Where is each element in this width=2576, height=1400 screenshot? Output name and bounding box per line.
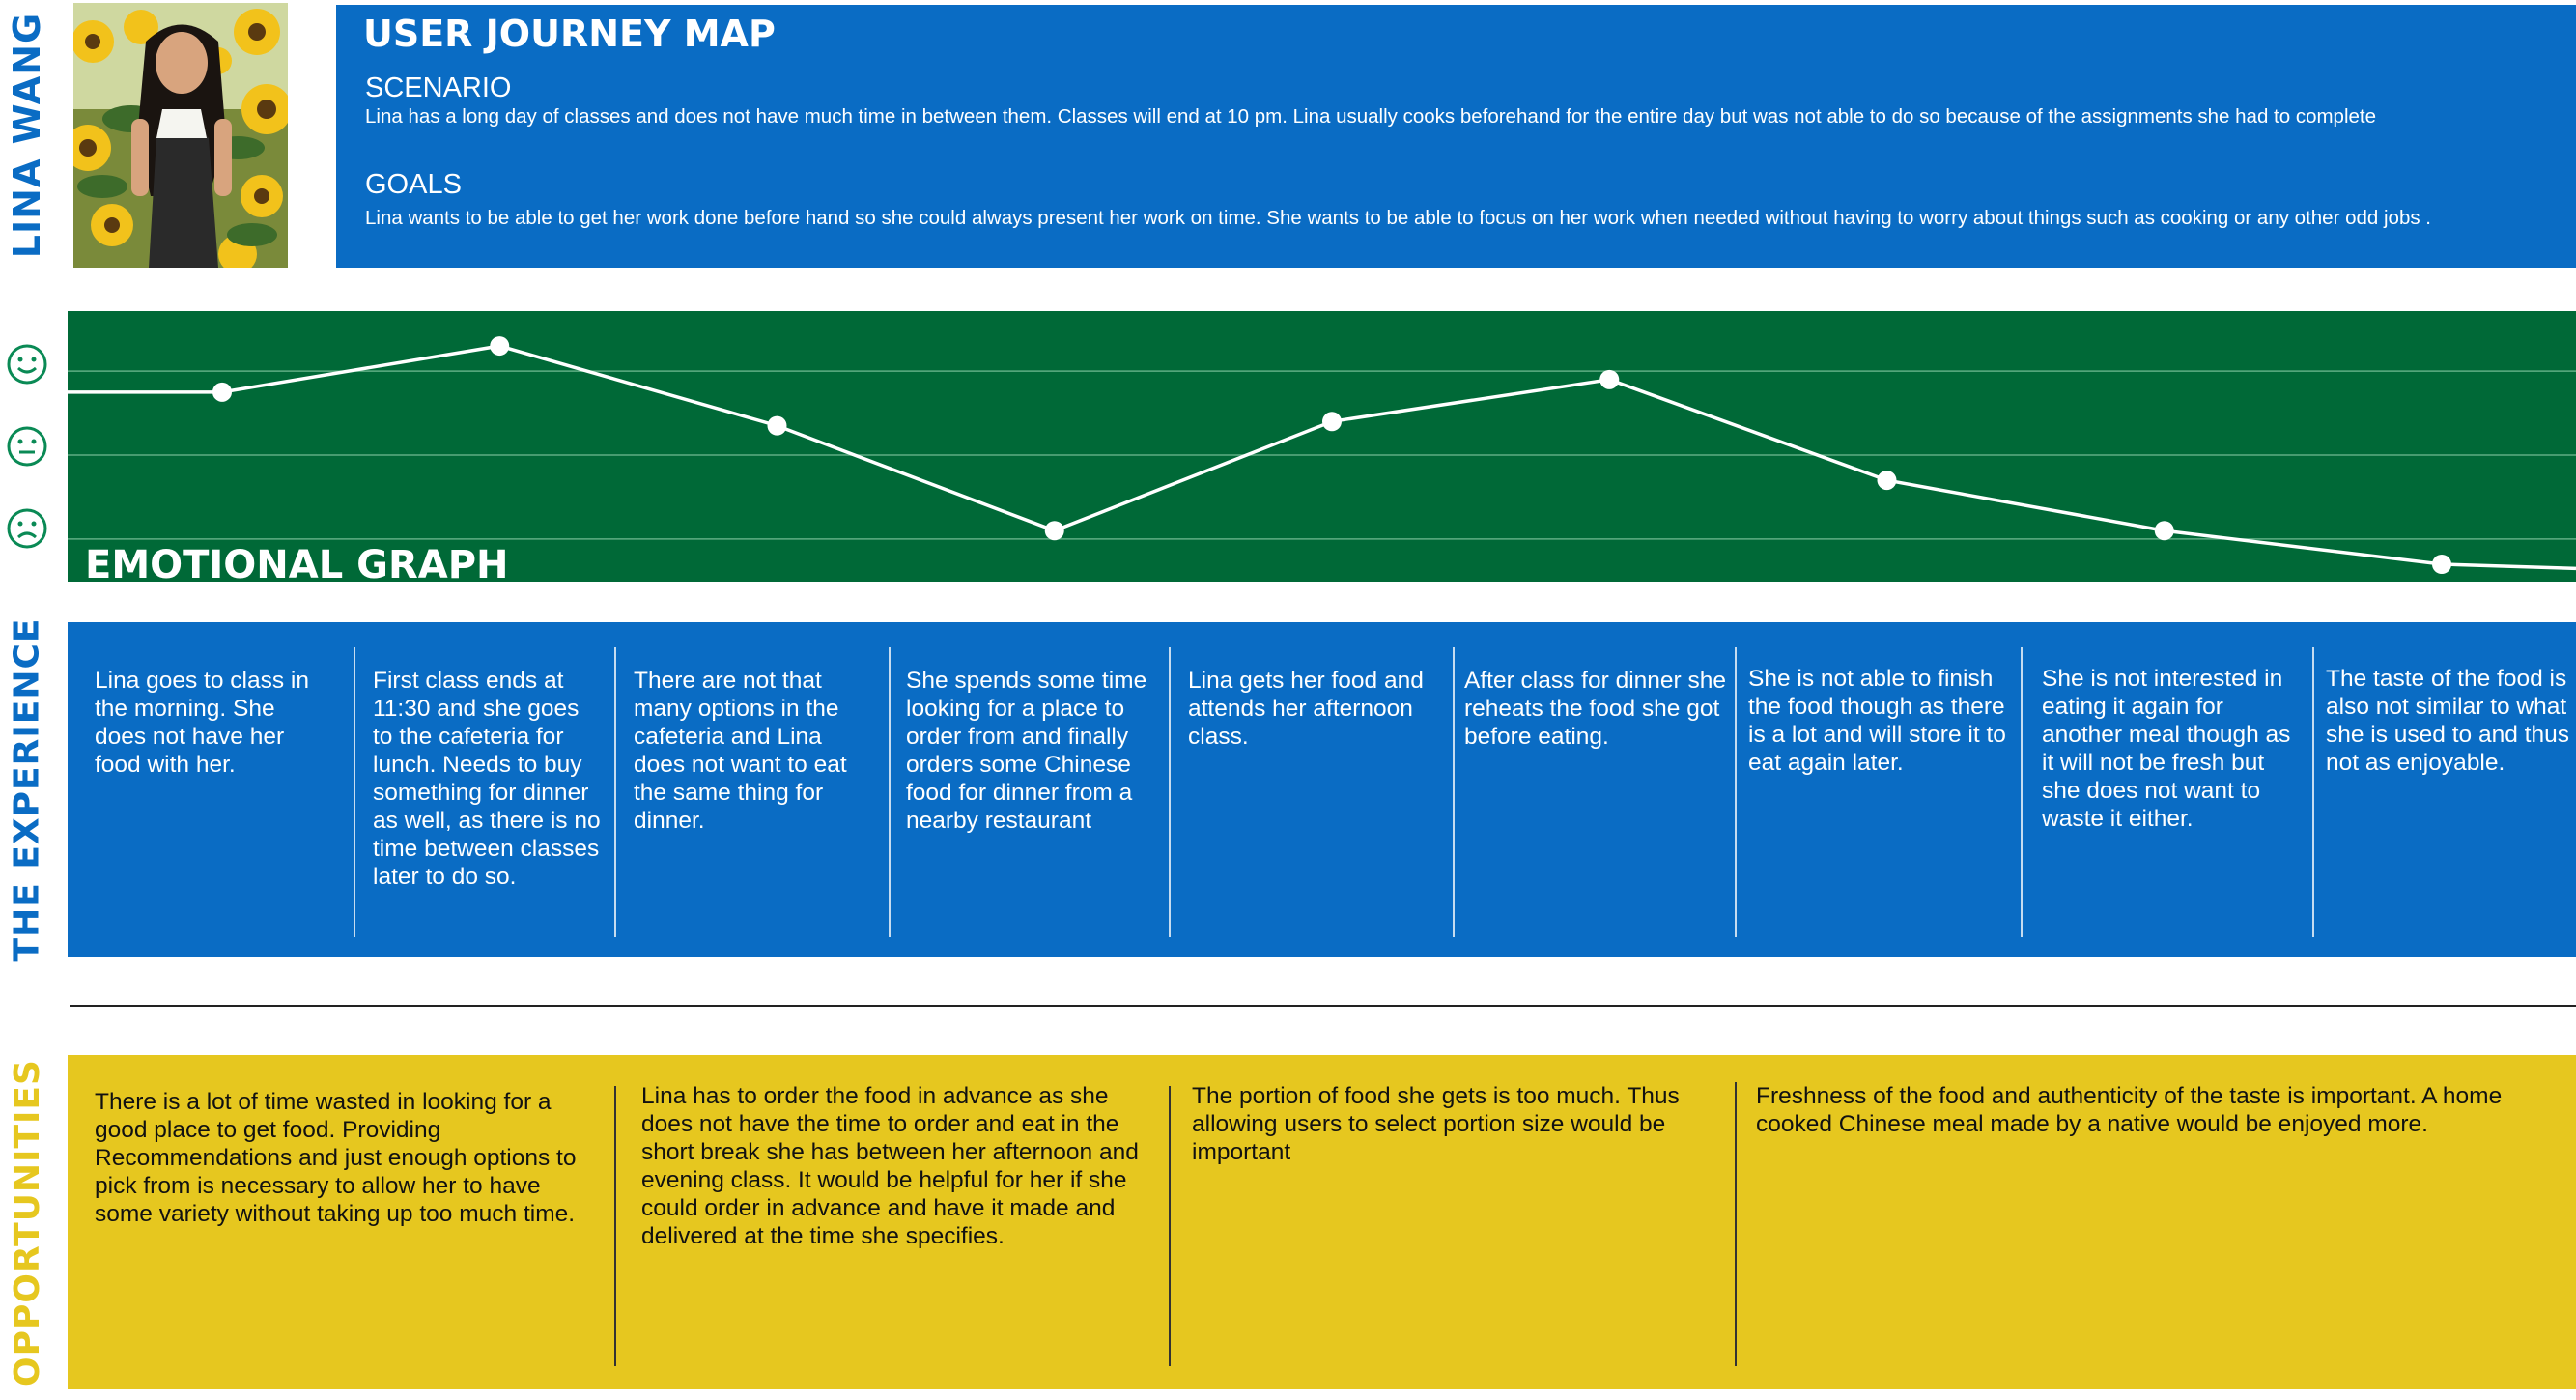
- opportunities-label: OPPORTUNITIES: [7, 1058, 47, 1386]
- emotion-point-2: [490, 336, 510, 357]
- emotion-point-1: [212, 382, 232, 402]
- section-divider: [70, 1005, 2576, 1007]
- page-title: USER JOURNEY MAP: [363, 13, 776, 55]
- experience-section: Lina goes to class in the morning. She d…: [68, 622, 2576, 957]
- emotion-point-8: [2154, 521, 2174, 541]
- neutral-face-icon: [6, 425, 48, 472]
- opportunity-1: There is a lot of time wasted in looking…: [95, 1089, 577, 1227]
- column-divider: [2312, 647, 2314, 937]
- column-divider: [614, 647, 616, 937]
- experience-step-7: She is not able to finish the food thoug…: [1748, 666, 2006, 776]
- experience-step-1: Lina goes to class in the morning. She d…: [95, 668, 309, 778]
- experience-label: THE EXPERIENCE: [7, 617, 47, 962]
- emotion-line: [68, 344, 2576, 571]
- opportunity-2: Lina has to order the food in advance as…: [641, 1083, 1139, 1249]
- emotional-graph: EMOTIONAL GRAPH: [68, 311, 2576, 587]
- scenario-heading: SCENARIO: [365, 72, 512, 103]
- column-divider: [2021, 647, 2023, 937]
- goals-text: Lina wants to be able to get her work do…: [365, 207, 2431, 229]
- opportunity-3: The portion of food she gets is too much…: [1192, 1083, 1680, 1165]
- experience-step-3: There are not that many options in the c…: [634, 668, 847, 834]
- scenario-text: Lina has a long day of classes and does …: [365, 105, 2377, 128]
- emotion-point-3: [767, 415, 787, 436]
- happy-face-icon: [6, 343, 48, 390]
- emotion-point-4: [1044, 521, 1064, 541]
- column-divider: [1735, 647, 1737, 937]
- column-divider: [889, 647, 891, 937]
- column-divider: [354, 647, 355, 937]
- experience-step-5: Lina gets her food and attends her after…: [1188, 668, 1424, 750]
- goals-heading: GOALS: [365, 169, 462, 200]
- emotional-graph-plot: [68, 336, 2576, 574]
- journey-map-header: USER JOURNEY MAP SCENARIO Lina has a lon…: [336, 5, 2576, 268]
- emotion-point-7: [1877, 471, 1897, 491]
- column-divider: [1453, 647, 1455, 937]
- opportunity-4: Freshness of the food and authenticity o…: [1756, 1083, 2503, 1137]
- emotional-graph-title: EMOTIONAL GRAPH: [85, 543, 509, 587]
- column-divider: [614, 1086, 616, 1366]
- column-divider: [1169, 647, 1171, 937]
- column-divider: [1169, 1086, 1171, 1366]
- experience-step-6: After class for dinner she reheats the f…: [1464, 668, 1726, 750]
- column-divider: [1735, 1082, 1737, 1366]
- persona-photo: [73, 3, 288, 268]
- emotion-point-6: [1599, 369, 1620, 389]
- emotion-point-5: [1322, 412, 1342, 432]
- experience-step-2: First class ends at 11:30 and she goes t…: [373, 668, 601, 890]
- persona-name-label: LINA WANG: [6, 12, 48, 259]
- experience-step-4: She spends some time looking for a place…: [906, 668, 1147, 834]
- emotion-point-9: [2432, 555, 2451, 574]
- experience-step-9: The taste of the food is also not simila…: [2326, 666, 2569, 776]
- sad-face-icon: [6, 507, 48, 555]
- experience-step-8: She is not interested in eating it again…: [2042, 666, 2291, 832]
- opportunities-section: There is a lot of time wasted in looking…: [68, 1055, 2576, 1389]
